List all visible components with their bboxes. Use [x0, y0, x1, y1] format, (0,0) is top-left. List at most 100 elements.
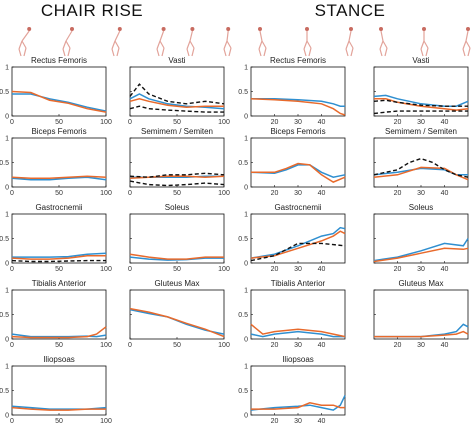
panel-title: Gluteus Max [399, 279, 444, 288]
x-tick-label: 50 [55, 418, 63, 425]
black-dashed-series-line [373, 157, 469, 178]
panel-title: Tibialis Anterior [271, 279, 326, 288]
orange-solid-series-line [129, 98, 224, 108]
y-tick-label: 0 [5, 261, 9, 268]
panel-title: Rectus Femoris [31, 56, 87, 65]
x-tick-label: 20 [271, 266, 279, 273]
x-tick-label: 0 [10, 266, 14, 273]
x-tick-label: 30 [294, 190, 302, 197]
x-tick-label: 30 [417, 190, 425, 197]
y-tick-label: 0 [244, 337, 248, 344]
blue-solid-series-line [250, 330, 345, 338]
panel-title: Iliopsoas [43, 355, 75, 364]
x-tick-label: 20 [271, 190, 279, 197]
x-tick-label: 100 [218, 266, 230, 273]
chair-rise-biceps-femoris-panel: Biceps Femoris 0 0.5 1 0 50 100 [0, 127, 112, 197]
y-tick-label: 0.5 [0, 312, 9, 319]
x-tick-label: 0 [128, 342, 132, 349]
x-tick-label: 30 [294, 266, 302, 273]
x-tick-label: 100 [100, 418, 112, 425]
x-tick-label: 100 [218, 119, 230, 126]
plot-frame [11, 289, 107, 340]
stance-iliopsoas-panel: Iliopsoas 0 0.5 1 20 30 40 [238, 355, 346, 425]
panel-title: Vasti [168, 56, 185, 65]
y-tick-label: 1 [5, 65, 9, 72]
black-dashed-series-line [129, 180, 225, 187]
x-tick-label: 50 [173, 190, 181, 197]
orange-solid-series-line [11, 90, 107, 113]
panel-title: Semimem / Semiten [141, 127, 213, 136]
x-tick-label: 0 [10, 119, 14, 126]
panel-title: Biceps Femoris [31, 127, 86, 136]
black-dashed-series-line [129, 105, 224, 113]
x-tick-label: 100 [100, 119, 112, 126]
y-tick-label: 1 [5, 136, 9, 143]
orange-solid-series-line [129, 307, 225, 338]
x-tick-label: 40 [441, 266, 449, 273]
pose-figure-icon [156, 27, 166, 57]
chair-rise-gluteus-max-panel: Gluteus Max 0 50 100 [128, 279, 230, 349]
chair-rise-vasti-panel: Vasti 0 50 100 [128, 56, 230, 126]
y-tick-label: 0 [5, 413, 9, 420]
y-tick-label: 0.5 [238, 89, 248, 96]
x-tick-label: 30 [294, 342, 302, 349]
blue-solid-series-line [12, 252, 107, 258]
x-tick-label: 30 [417, 266, 425, 273]
y-tick-label: 0.5 [238, 388, 248, 395]
y-tick-label: 0 [5, 185, 9, 192]
plot-frame [373, 137, 469, 188]
orange-solid-series-line [250, 323, 346, 338]
panel-title: Gastrocnemii [274, 203, 321, 212]
blue-solid-series-line [11, 333, 107, 338]
x-tick-label: 0 [10, 342, 14, 349]
chair-rise-gastrocnemii-panel: Gastrocnemii 0 0.5 1 0 50 100 [0, 203, 112, 273]
x-tick-label: 50 [173, 342, 181, 349]
x-tick-label: 0 [10, 190, 14, 197]
blue-solid-series-line [11, 176, 107, 181]
black-dashed-series-line [250, 242, 346, 262]
y-tick-label: 0.5 [0, 160, 9, 167]
plot-frame [373, 213, 469, 264]
x-tick-label: 50 [55, 119, 63, 126]
blue-solid-series-line [12, 93, 107, 112]
x-tick-label: 40 [441, 190, 449, 197]
stance-gastrocnemii-panel: Gastrocnemii 0 0.5 1 20 30 40 [238, 203, 346, 273]
x-tick-label: 20 [271, 418, 279, 425]
pose-figure-icon [186, 27, 195, 57]
x-tick-label: 50 [173, 119, 181, 126]
y-tick-label: 1 [244, 364, 248, 371]
x-tick-label: 40 [441, 342, 449, 349]
y-tick-label: 1 [244, 288, 248, 295]
blue-solid-series-line [250, 164, 346, 178]
y-tick-label: 0 [244, 114, 248, 121]
panel-title: Tibialis Anterior [32, 279, 87, 288]
blue-solid-series-line [250, 395, 346, 411]
panel-title: Soleus [409, 203, 433, 212]
y-tick-label: 1 [244, 136, 248, 143]
x-tick-label: 0 [128, 190, 132, 197]
pose-figure-icon [111, 27, 122, 57]
pose-figure-icon [258, 27, 267, 57]
pose-figure-icon [462, 27, 471, 57]
chair-rise-tibialis-anterior-panel: Tibialis Anterior 0 0.5 1 0 50 100 [0, 279, 112, 349]
x-tick-label: 20 [271, 342, 279, 349]
chair-rise-soleus-panel: Soleus 0 50 100 [128, 203, 230, 273]
blue-solid-series-line [373, 94, 469, 107]
x-tick-label: 100 [218, 342, 230, 349]
pose-figure-icon [18, 27, 32, 57]
x-tick-label: 50 [55, 266, 63, 273]
orange-solid-series-line [251, 162, 346, 183]
plot-frame [373, 66, 469, 117]
y-tick-label: 0 [5, 114, 9, 121]
orange-solid-series-line [129, 253, 224, 260]
pose-figure-icon [345, 27, 354, 57]
panel-title: Soleus [165, 203, 189, 212]
y-tick-label: 1 [244, 212, 248, 219]
y-tick-label: 1 [5, 212, 9, 219]
y-tick-label: 0 [244, 185, 248, 192]
chair-rise-rectus-femoris-panel: Rectus Femoris 0 0.5 1 0 50 100 [0, 56, 112, 126]
orange-solid-series-line [11, 175, 107, 179]
pose-figure-icon [62, 27, 74, 57]
plot-frame [129, 66, 225, 117]
